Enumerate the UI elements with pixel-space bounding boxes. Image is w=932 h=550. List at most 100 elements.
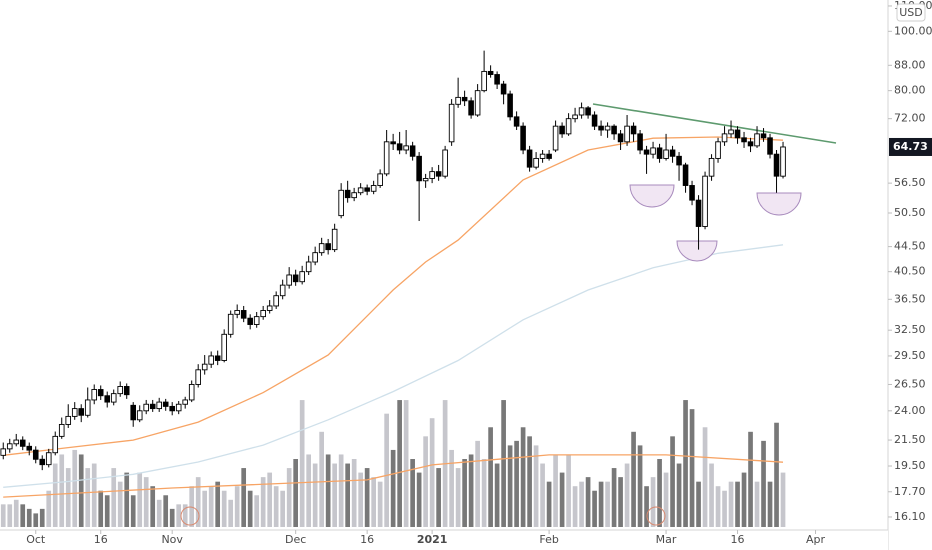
volume-bar	[241, 468, 247, 527]
candle-body	[19, 439, 26, 447]
candle-body	[195, 369, 201, 385]
volume-bar	[650, 477, 656, 527]
candle-body	[507, 93, 513, 118]
candle-body	[721, 133, 728, 143]
candle-body	[682, 164, 689, 186]
volume-bar	[481, 459, 487, 527]
volume-bar	[267, 472, 273, 527]
candle-body	[611, 125, 617, 135]
volume-bar	[78, 454, 84, 527]
event-icon[interactable]	[180, 506, 200, 526]
volume-bar	[403, 400, 409, 527]
volume-bar	[299, 400, 305, 527]
y-tick-label: 88.00	[894, 58, 926, 71]
volume-bar	[540, 463, 545, 527]
candle-body	[539, 153, 546, 159]
candle-body	[240, 310, 247, 319]
currency-box[interactable]	[896, 3, 926, 22]
volume-bar	[644, 486, 649, 527]
candle-body	[253, 316, 260, 325]
candle-body	[572, 114, 578, 120]
candle-body	[695, 199, 702, 227]
volume-bar	[312, 463, 318, 527]
candle-body	[234, 310, 240, 315]
candle-body	[39, 458, 46, 466]
candle-body	[559, 125, 565, 135]
x-tick-label: Apr	[806, 533, 826, 546]
candle-body	[429, 171, 435, 179]
volume-bar	[774, 422, 779, 527]
volume-bar	[702, 427, 708, 527]
trend-line	[592, 103, 837, 144]
volume-bar	[605, 481, 610, 527]
last-price-box	[889, 137, 932, 156]
candle-body	[188, 384, 195, 401]
volume-bar	[293, 459, 299, 527]
candle-body	[565, 118, 572, 135]
event-icon[interactable]	[646, 506, 666, 526]
candle-body	[715, 141, 721, 159]
volume-bar	[624, 463, 630, 527]
x-tick-label: 16	[731, 533, 745, 546]
volume-bar	[345, 463, 350, 527]
candle-body	[708, 157, 715, 177]
candle-body	[663, 149, 669, 159]
volume-bar	[150, 486, 156, 527]
candle-body	[273, 295, 279, 307]
volume-bar	[546, 481, 552, 527]
y-tick-label: 24.00	[894, 404, 926, 417]
candle-body	[747, 141, 754, 147]
candle-body	[266, 305, 273, 311]
volume-bar	[332, 463, 337, 527]
y-tick-label: 50.50	[894, 206, 926, 219]
volume-bar	[611, 468, 617, 527]
moving-average-line	[3, 454, 784, 498]
candle-body	[617, 133, 624, 143]
y-tick-label: 29.50	[894, 349, 926, 362]
candle-body	[461, 96, 468, 102]
candle-body	[130, 404, 137, 421]
candle-body	[780, 146, 786, 177]
volume-bar	[338, 454, 344, 527]
volume-bar	[124, 472, 130, 527]
candle-body	[630, 125, 637, 135]
candle-body	[357, 187, 364, 194]
volume-bar	[195, 477, 201, 527]
candle-body	[0, 448, 7, 456]
candle-body	[734, 129, 741, 139]
volume-bar	[13, 499, 19, 527]
volume-bar	[39, 508, 45, 527]
candle-body	[162, 401, 169, 407]
volume-bar	[72, 449, 78, 527]
volume-bar	[468, 454, 474, 527]
candle-body	[117, 386, 124, 395]
volume-bar	[741, 472, 747, 527]
volume-bar	[65, 468, 71, 527]
time-axis-area	[0, 530, 888, 550]
cup-shape	[756, 192, 802, 216]
candle-body	[221, 333, 227, 361]
volume-bar	[423, 436, 428, 527]
volume-bar	[416, 472, 422, 527]
volume-bar	[286, 468, 292, 527]
volume-bar	[7, 504, 13, 527]
volume-bar	[579, 481, 584, 527]
candle-body	[448, 103, 455, 143]
candle-body	[214, 355, 221, 361]
candle-body	[78, 408, 85, 416]
volume-bar	[273, 486, 279, 527]
candle-body	[247, 317, 253, 325]
volume-bar	[475, 440, 480, 527]
volume-bar	[520, 427, 526, 527]
candle-body	[305, 261, 312, 273]
candle-body	[227, 313, 234, 335]
volume-bar	[0, 504, 6, 527]
volume-bar	[163, 495, 169, 527]
volume-bar	[364, 468, 370, 527]
volume-bar	[221, 490, 227, 527]
last-price-label: 64.73	[893, 140, 928, 153]
volume-bar	[52, 463, 58, 527]
candle-body	[728, 129, 734, 135]
volume-bar	[514, 440, 519, 527]
candle-body	[468, 100, 474, 116]
